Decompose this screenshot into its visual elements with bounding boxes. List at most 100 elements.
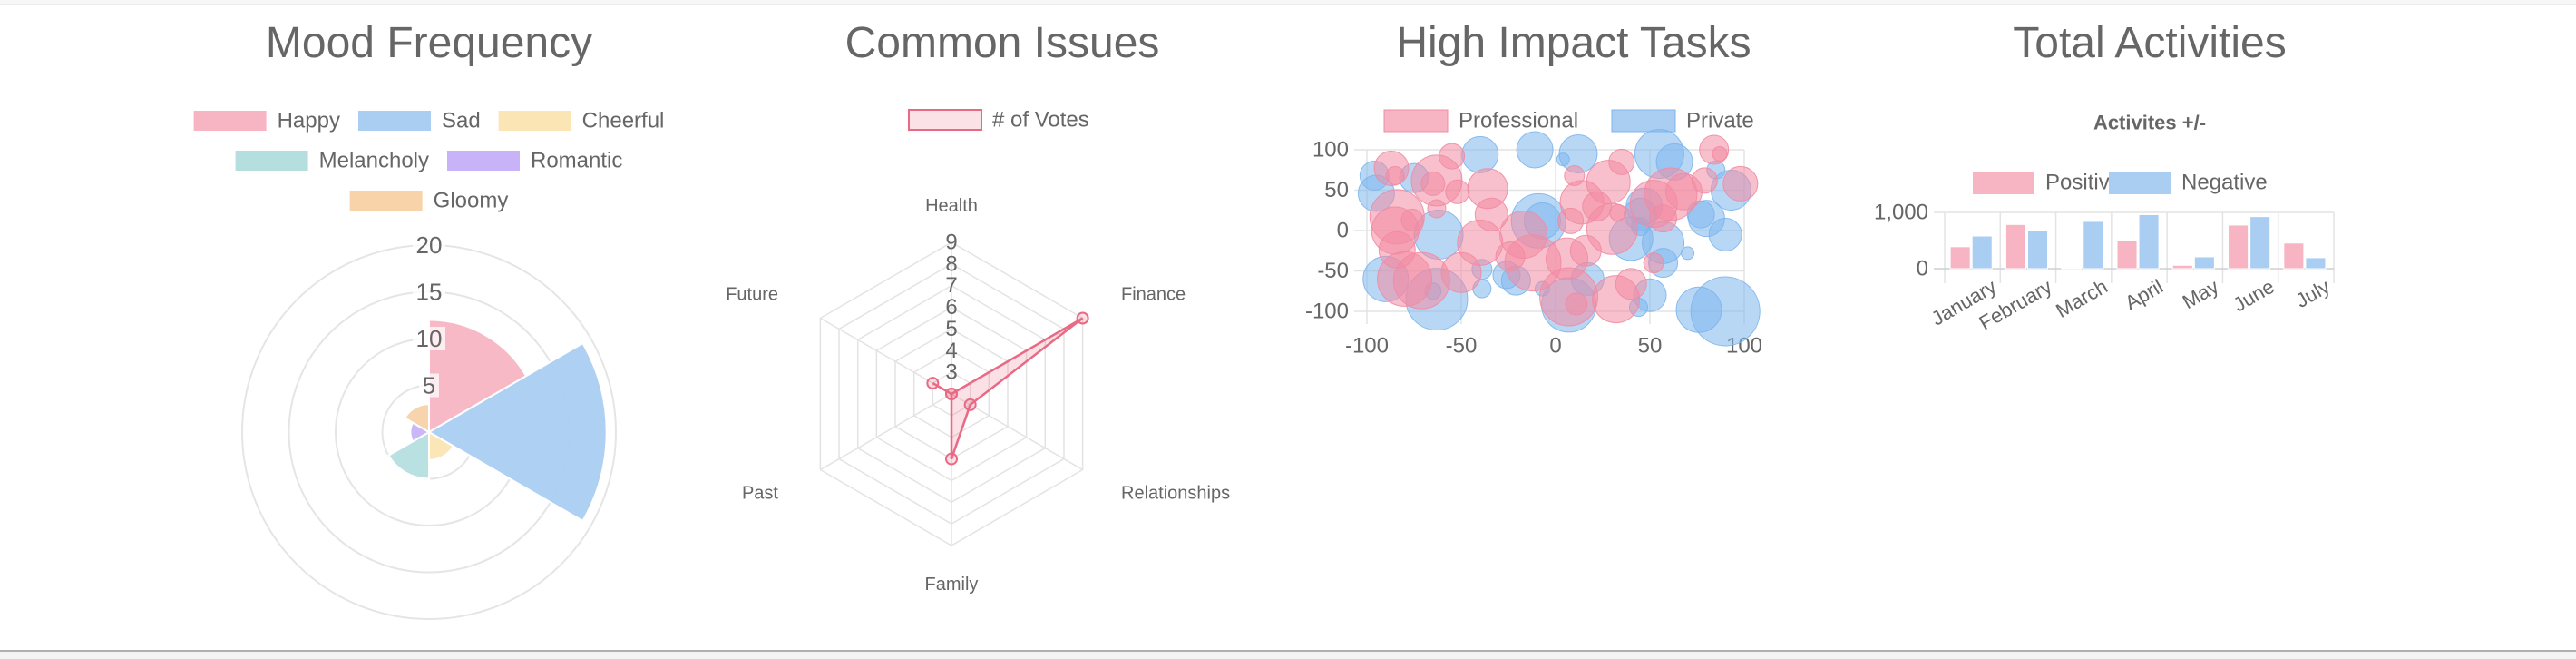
polar-slice-sad[interactable] — [427, 341, 608, 523]
bar-positive-july[interactable] — [2283, 242, 2305, 270]
x-tick-label: 0 — [1549, 334, 1561, 359]
r-tick-label: 15 — [416, 279, 443, 306]
legend-item-romantic[interactable]: Romantic — [447, 149, 622, 173]
tick-backdrop — [413, 280, 445, 304]
bubble-professional[interactable] — [1712, 145, 1728, 162]
bar-negative-june[interactable] — [2249, 216, 2271, 270]
y-tick-label: -100 — [1305, 300, 1349, 324]
legend-label: Professional — [1459, 109, 1578, 133]
high-impact-tasks-chart: Professional Private-100 -50 0 50 100100500-5… — [1305, 109, 1762, 359]
legend-swatch — [357, 111, 431, 131]
radar-point-past[interactable] — [945, 388, 958, 400]
legend-item-cheerful[interactable]: Cheerful — [498, 109, 665, 133]
bubble-professional[interactable] — [1385, 165, 1405, 185]
bar-positive-may[interactable] — [2171, 264, 2193, 270]
x-tick-label: 50 — [1638, 334, 1663, 359]
common-issues-panel: Common Issues # of Votes Health Finance Rel… — [689, 0, 1315, 650]
bottom-strip — [0, 652, 2576, 659]
r-tick-label: 6 — [945, 295, 957, 320]
radar-point-relationships[interactable] — [963, 398, 977, 411]
bubble-professional[interactable] — [1539, 267, 1599, 327]
bubble-professional[interactable] — [1400, 208, 1424, 231]
bubble-professional[interactable] — [1608, 148, 1635, 175]
bubble-professional[interactable] — [1392, 251, 1450, 310]
legend-label: Melancholy — [319, 149, 429, 173]
bar-negative-february[interactable] — [2026, 230, 2049, 270]
legend-item-votes[interactable]: # of Votes — [908, 108, 1089, 133]
y-tick-label: 0 — [1917, 257, 1928, 281]
bar-positive-february[interactable] — [2005, 223, 2026, 270]
bottom-divider — [0, 650, 2576, 652]
bar-positive-june[interactable] — [2228, 224, 2249, 270]
radar-point-finance[interactable] — [1076, 311, 1089, 325]
common-issues-chart: # of Votes Health Finance Relationships Fami… — [726, 108, 1230, 595]
legend-label: Romantic — [531, 149, 622, 173]
bar-negative-july[interactable] — [2305, 257, 2327, 270]
bar-negative-may[interactable] — [2193, 256, 2215, 270]
legend-swatch — [2109, 172, 2171, 194]
bar-negative-january[interactable] — [1971, 235, 1993, 270]
bar-positive-march[interactable] — [2061, 267, 2083, 270]
legend-swatch — [908, 109, 982, 131]
x-tick-label: -100 — [1345, 334, 1389, 359]
radar-series-votes[interactable] — [932, 317, 1084, 459]
bubble-private[interactable] — [1461, 135, 1499, 173]
bubble-professional[interactable] — [1564, 164, 1586, 186]
total-activities-title: Total Activities — [2013, 19, 2287, 67]
legend-swatch — [235, 151, 308, 171]
legend-item-negative[interactable]: Negative — [2109, 171, 2268, 195]
y-tick-label: 1,000 — [1874, 201, 1928, 225]
bubble-private[interactable] — [1556, 152, 1570, 167]
bubble-professional[interactable] — [1615, 268, 1647, 300]
bubble-professional[interactable] — [1691, 167, 1718, 194]
bubble-professional[interactable] — [1722, 165, 1759, 202]
high-impact-tasks-panel: High Impact Tasks Professional Private -10… — [1288, 0, 1859, 650]
legend-item-melancholy[interactable]: Melancholy — [235, 149, 429, 173]
bubble-professional[interactable] — [1420, 171, 1446, 196]
tick-backdrop — [413, 327, 445, 350]
bubble-professional[interactable] — [1445, 179, 1470, 204]
bubble-private[interactable] — [1690, 276, 1761, 347]
legend-item-happy[interactable]: Happy — [193, 109, 340, 133]
point-label-health: Health — [925, 196, 978, 216]
angle-line — [951, 393, 1084, 471]
bubble-private[interactable] — [1708, 217, 1742, 251]
legend-swatch — [193, 111, 267, 131]
common-issues-title: Common Issues — [844, 19, 1160, 67]
legend-swatch — [498, 111, 571, 131]
legend-item-sad[interactable]: Sad — [357, 109, 481, 133]
bar-positive-april[interactable] — [2116, 240, 2138, 270]
polar-slice-happy[interactable] — [428, 319, 528, 434]
y-tick-label: 0 — [1337, 219, 1349, 243]
polar-slice-melancholy[interactable] — [387, 430, 430, 480]
bubble-professional[interactable] — [1609, 203, 1627, 221]
legend-item-gloomy[interactable]: Gloomy — [349, 189, 509, 213]
point-label-future: Future — [726, 285, 778, 305]
tick-backdrop — [419, 373, 439, 398]
radar-point-future[interactable] — [926, 377, 940, 390]
mood-frequency-panel: Mood Frequency Happy Sad Cheerful Melanchol… — [0, 0, 858, 650]
bubble-professional[interactable] — [1427, 199, 1447, 219]
legend-item-private[interactable]: Private — [1611, 109, 1754, 133]
bubble-professional[interactable] — [1569, 234, 1602, 267]
bar-negative-march[interactable] — [2083, 221, 2104, 270]
polar-slice-gloomy[interactable] — [403, 403, 430, 434]
x-tick-label: -50 — [1446, 334, 1478, 359]
r-tick-label: 10 — [416, 325, 443, 352]
bubble-private[interactable] — [1516, 131, 1554, 169]
legend-item-positive[interactable]: Positive — [1973, 171, 2122, 195]
legend-swatch — [447, 151, 521, 171]
tick-backdrop — [413, 233, 445, 257]
bar-negative-april[interactable] — [2138, 213, 2160, 270]
r-tick-label: 9 — [945, 231, 957, 255]
bar-positive-january[interactable] — [1949, 246, 1971, 270]
legend-item-professional[interactable]: Professional — [1383, 109, 1578, 133]
bubble-professional[interactable] — [1499, 210, 1548, 259]
bubble-professional[interactable] — [1643, 252, 1664, 274]
legend-label: Sad — [442, 109, 481, 133]
r-tick-label: 8 — [945, 251, 957, 276]
r-tick-label: 5 — [945, 317, 957, 341]
legend-swatch — [1383, 109, 1449, 133]
r-tick-label: 20 — [416, 231, 443, 259]
radar-point-family[interactable] — [945, 452, 958, 466]
